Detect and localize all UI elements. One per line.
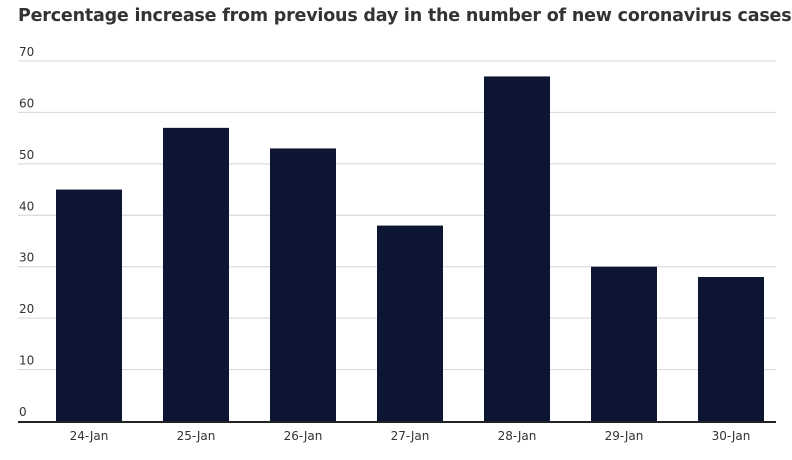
bar-26-Jan: [270, 148, 336, 421]
x-tick-label: 28-Jan: [498, 429, 537, 443]
x-tick-label: 24-Jan: [70, 429, 109, 443]
bar-29-Jan: [591, 266, 657, 421]
bar-30-Jan: [698, 277, 764, 421]
chart-title: Percentage increase from previous day in…: [18, 6, 792, 26]
y-tick-label: 20: [19, 302, 34, 316]
x-tick-label: 30-Jan: [712, 429, 751, 443]
y-tick-label: 70: [19, 45, 34, 59]
bar-25-Jan: [163, 127, 229, 421]
bars: [56, 76, 764, 421]
x-tick-label: 27-Jan: [391, 429, 430, 443]
x-tick-label: 26-Jan: [284, 429, 323, 443]
y-tick-label: 60: [19, 96, 34, 110]
x-axis-ticks: 24-Jan 25-Jan 26-Jan 27-Jan 28-Jan 29-Jan 30-J…: [70, 429, 751, 443]
y-tick-label: 50: [19, 148, 34, 162]
bar-24-Jan: [56, 189, 122, 421]
x-tick-label: 25-Jan: [177, 429, 216, 443]
bar-28-Jan: [484, 76, 550, 421]
y-tick-label: 10: [19, 354, 34, 368]
x-tick-label: 29-Jan: [605, 429, 644, 443]
y-tick-label: 40: [19, 199, 34, 213]
y-tick-label: 0: [19, 405, 27, 419]
y-tick-label: 30: [19, 251, 34, 265]
y-axis-ticks: 0 10 20 30 40 50 60 70: [19, 45, 34, 419]
bar-27-Jan: [377, 225, 443, 421]
